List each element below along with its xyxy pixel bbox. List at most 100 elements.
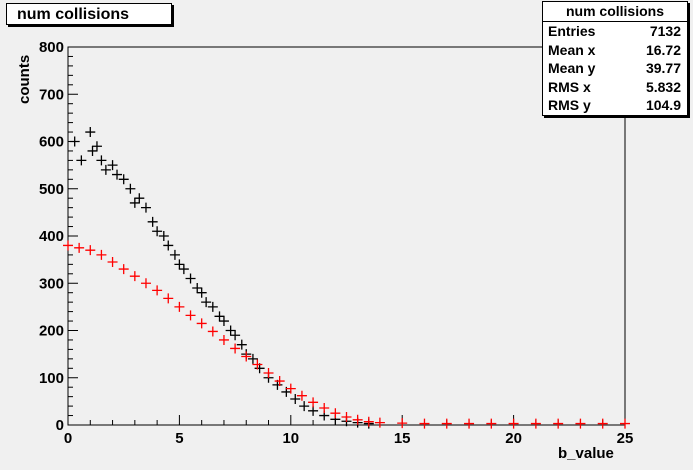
data-point — [192, 282, 203, 293]
data-point — [147, 216, 158, 227]
y-tick-label: 600 — [39, 134, 64, 151]
stats-panel: num collisions Entries 7132 Mean x 16.72… — [542, 1, 688, 116]
stats-row-mean-y: Mean y 39.77 — [543, 59, 687, 78]
data-point — [125, 183, 136, 194]
stats-row-rms-y: RMS y 104.9 — [543, 96, 687, 115]
data-point — [85, 127, 96, 138]
data-point — [107, 256, 118, 267]
data-point — [169, 249, 180, 260]
stats-label: RMS x — [548, 78, 591, 95]
data-point — [419, 418, 430, 429]
stats-label: Entries — [548, 23, 596, 39]
stats-value: 5.832 — [645, 78, 681, 95]
stats-value: 39.77 — [645, 60, 681, 76]
data-point — [74, 242, 85, 253]
data-point — [241, 351, 252, 362]
data-point — [620, 418, 630, 429]
data-point — [441, 418, 452, 429]
data-point — [374, 417, 385, 428]
y-tick-label: 200 — [39, 323, 64, 340]
data-point — [230, 343, 241, 354]
data-point — [96, 155, 107, 166]
stats-row-mean-x: Mean x 16.72 — [543, 41, 687, 60]
y-tick-label: 800 — [39, 39, 64, 56]
data-point — [308, 397, 319, 408]
data-point — [363, 416, 374, 427]
data-point — [100, 164, 111, 175]
data-point — [76, 155, 87, 166]
y-tick-label: 300 — [39, 275, 64, 292]
series-1 — [63, 240, 630, 429]
data-point — [352, 414, 363, 425]
data-point — [118, 174, 129, 185]
data-point — [247, 353, 258, 364]
data-point — [96, 249, 107, 260]
data-point — [158, 231, 169, 241]
data-point — [341, 411, 352, 422]
x-tick-label: 10 — [282, 430, 299, 447]
stats-value: 16.72 — [645, 41, 681, 58]
data-point — [397, 418, 408, 429]
data-point — [129, 271, 140, 282]
data-point — [174, 301, 185, 312]
y-tick-label: 0 — [56, 417, 64, 434]
stats-label: RMS y — [548, 97, 591, 113]
stats-value: 104.9 — [645, 97, 681, 113]
data-point — [85, 245, 96, 256]
stats-label: Mean x — [548, 41, 596, 58]
data-point — [185, 310, 196, 321]
data-point — [140, 278, 151, 289]
data-point — [290, 394, 301, 405]
data-point — [107, 160, 118, 171]
data-point — [236, 339, 247, 350]
y-tick-label: 100 — [39, 370, 64, 387]
data-point — [118, 264, 129, 275]
data-point — [91, 141, 102, 152]
data-point — [464, 418, 475, 429]
data-point — [274, 376, 285, 387]
data-point — [134, 193, 145, 204]
data-point — [69, 136, 80, 147]
data-point — [207, 301, 218, 312]
x-tick-label: 20 — [505, 430, 522, 447]
data-point — [174, 259, 185, 270]
stats-row-entries: Entries 7132 — [543, 22, 687, 41]
data-point — [87, 145, 98, 156]
y-axis-label: counts — [16, 54, 33, 104]
data-point — [575, 418, 586, 429]
data-point — [152, 285, 163, 296]
data-point — [486, 418, 497, 429]
stats-title: num collisions — [543, 2, 687, 22]
x-axis-label: b_value — [558, 445, 614, 462]
y-tick-label: 500 — [39, 181, 64, 198]
data-point — [218, 316, 229, 327]
histogram-title: num collisions — [6, 3, 172, 25]
stats-row-rms-x: RMS x 5.832 — [543, 78, 687, 97]
data-point — [299, 401, 310, 412]
data-point — [230, 330, 241, 341]
data-point — [129, 197, 140, 208]
x-tick-label: 5 — [175, 430, 183, 447]
data-point — [225, 325, 236, 336]
data-point — [140, 202, 151, 213]
data-point — [285, 383, 296, 394]
y-tick-label: 400 — [39, 228, 64, 245]
data-point — [214, 311, 225, 322]
data-point — [163, 240, 174, 251]
data-point — [185, 273, 196, 284]
data-point — [196, 287, 207, 298]
stats-label: Mean y — [548, 60, 596, 76]
data-point — [330, 408, 341, 419]
x-tick-label: 0 — [64, 430, 72, 447]
data-point — [553, 418, 564, 429]
data-point — [163, 293, 174, 304]
data-point — [252, 359, 263, 370]
data-point — [319, 402, 330, 413]
data-point — [218, 334, 229, 345]
data-point — [152, 226, 163, 237]
data-point — [201, 297, 212, 308]
data-point — [597, 418, 608, 429]
data-point — [207, 326, 218, 337]
y-tick-label: 700 — [39, 86, 64, 103]
